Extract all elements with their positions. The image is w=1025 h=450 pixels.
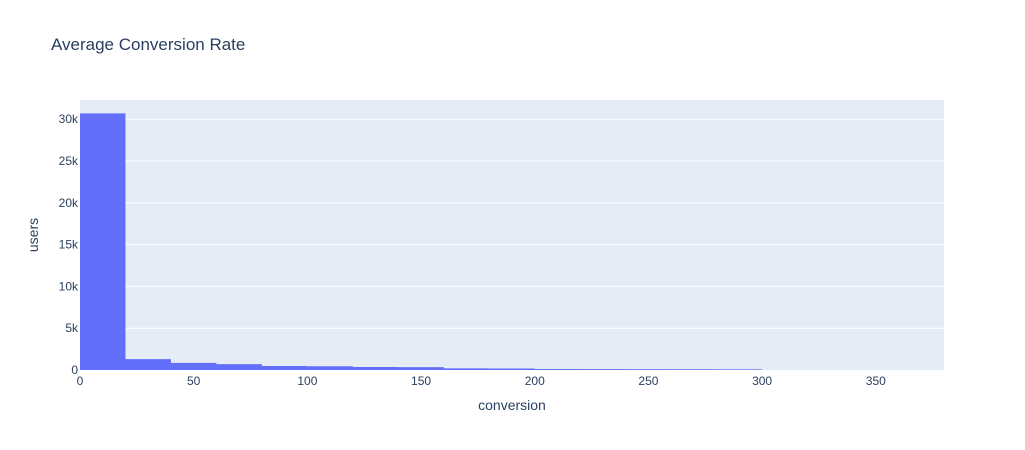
bars	[80, 113, 763, 371]
histogram-bar[interactable]	[489, 368, 535, 370]
histogram-bar[interactable]	[580, 369, 626, 370]
x-tick-label: 0	[77, 374, 84, 388]
histogram-bar[interactable]	[170, 362, 217, 370]
x-axis-ticks: 0 50 100 150 200 250 300 350	[77, 374, 886, 388]
y-axis-title: users	[25, 218, 41, 252]
x-tick-label: 100	[297, 374, 317, 388]
histogram-bar[interactable]	[443, 368, 490, 370]
histogram-bar[interactable]	[671, 369, 717, 370]
histogram-bar[interactable]	[352, 366, 399, 370]
y-tick-label: 25k	[59, 154, 79, 168]
x-tick-label: 50	[187, 374, 201, 388]
y-tick-label: 30k	[59, 112, 79, 126]
histogram-bar[interactable]	[261, 365, 308, 370]
y-tick-label: 0	[71, 363, 78, 377]
y-axis-ticks: 0 5k 10k 15k 20k 25k 30k	[59, 112, 79, 377]
plot-area	[80, 100, 944, 370]
y-tick-label: 10k	[59, 279, 79, 293]
histogram-bar[interactable]	[534, 368, 581, 370]
chart-title: Average Conversion Rate	[51, 35, 245, 54]
histogram-bar[interactable]	[625, 369, 672, 370]
histogram-bar[interactable]	[307, 366, 353, 370]
x-tick-label: 350	[866, 374, 886, 388]
y-tick-label: 15k	[59, 238, 79, 252]
x-tick-label: 300	[752, 374, 772, 388]
x-tick-label: 200	[525, 374, 545, 388]
x-tick-label: 150	[411, 374, 431, 388]
y-tick-label: 5k	[65, 321, 79, 335]
histogram-bar[interactable]	[216, 364, 262, 370]
grid-lines	[80, 118, 944, 329]
histogram-bar[interactable]	[398, 367, 444, 370]
y-tick-label: 20k	[59, 196, 79, 210]
histogram-bar[interactable]	[125, 359, 171, 370]
histogram-bar[interactable]	[716, 369, 763, 370]
x-tick-label: 250	[638, 374, 658, 388]
x-axis-title: conversion	[478, 397, 546, 413]
histogram-bar[interactable]	[80, 113, 126, 371]
